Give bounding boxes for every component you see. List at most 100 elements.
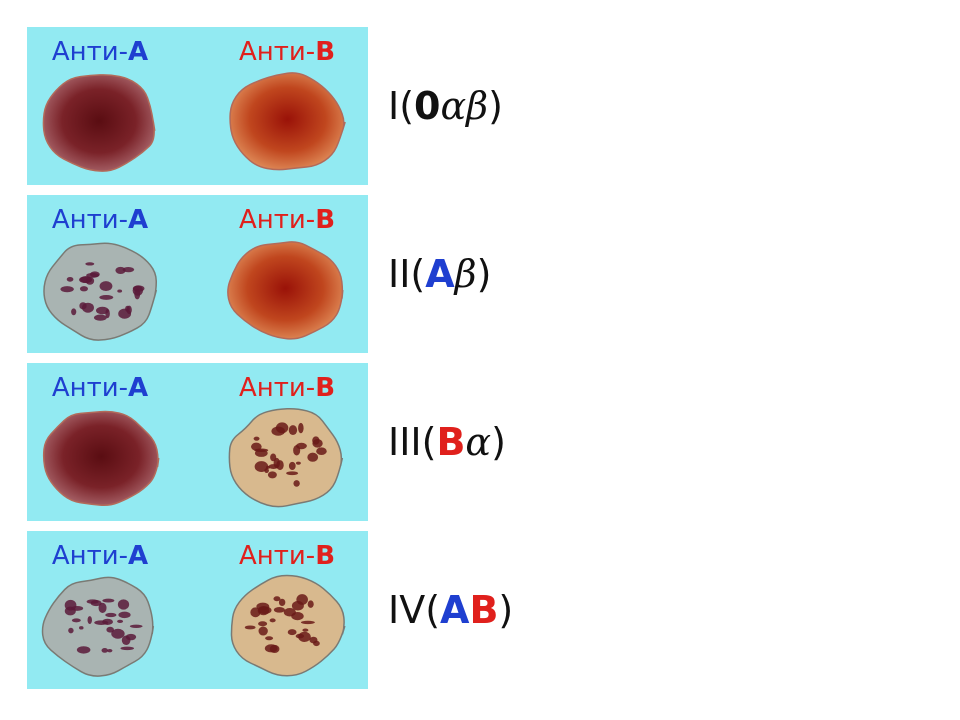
- agglutinate: [278, 598, 286, 607]
- agglutinate: [298, 631, 311, 642]
- agglutinate: [129, 624, 143, 628]
- reagent-label: Анти-A: [52, 373, 148, 403]
- group-part: ): [488, 84, 503, 128]
- group-part: A: [440, 588, 470, 632]
- agglutinate: [302, 628, 309, 632]
- group-part: α: [441, 84, 467, 128]
- agglutinate: [300, 620, 315, 625]
- blood-group: III(Bα): [388, 420, 506, 464]
- reagent-label: Анти-A: [52, 37, 148, 67]
- agglutinate: [99, 295, 114, 300]
- reagent-letter: B: [315, 373, 335, 403]
- agglutinate: [66, 276, 74, 282]
- reagent-label: Анти-B: [239, 373, 335, 403]
- group-part: III: [388, 420, 422, 464]
- agglutinate: [86, 272, 100, 278]
- agglutinate: [87, 616, 92, 625]
- agglutinate: [71, 618, 81, 623]
- row: Анти-A Анти-BIV(AB): [27, 531, 513, 689]
- agglutinate: [286, 471, 299, 476]
- group-part: (: [410, 252, 425, 296]
- agglutinate: [273, 607, 285, 613]
- agglutinate: [293, 480, 300, 487]
- agglutinate: [85, 262, 95, 266]
- agglutinate: [265, 636, 274, 641]
- reagent-letter: A: [128, 37, 148, 67]
- agglutinate: [98, 602, 107, 613]
- group-part: (: [425, 588, 440, 632]
- group-part: IV: [388, 588, 425, 632]
- agglutinate: [258, 626, 268, 636]
- blood-drop: [42, 410, 160, 507]
- agglutinate: [117, 619, 124, 624]
- blood-group: II(Aβ): [388, 252, 491, 296]
- agglutinate: [267, 471, 277, 479]
- group-part: β: [453, 252, 477, 296]
- reagent-label: Анти-A: [52, 541, 148, 571]
- reagent-prefix: Анти-: [52, 373, 128, 403]
- agglutinate: [82, 302, 94, 313]
- blood-drop: [228, 407, 344, 508]
- reagent-letter: B: [315, 541, 335, 571]
- agglutinate: [268, 464, 279, 470]
- agglutinate: [283, 608, 296, 617]
- agglutinate: [120, 646, 135, 651]
- agglutinate: [276, 460, 284, 471]
- agglutinate: [307, 452, 319, 462]
- agglutinate: [253, 436, 260, 441]
- agglutinate: [111, 628, 125, 639]
- agglutinate: [256, 602, 270, 611]
- group-part: A: [425, 252, 455, 296]
- agglutinate: [269, 618, 276, 623]
- group-part: ): [498, 588, 513, 632]
- agglutinate: [99, 281, 113, 292]
- agglutinate: [316, 447, 327, 456]
- agglutinate: [273, 596, 281, 602]
- blood-group: I(0αβ): [388, 84, 503, 128]
- agglutinate: [101, 648, 108, 653]
- group-part: ): [491, 420, 506, 464]
- agglutinate: [122, 267, 135, 273]
- group-part: ): [477, 252, 492, 296]
- reagent-prefix: Анти-: [52, 541, 128, 571]
- group-part: (: [399, 84, 414, 128]
- blood-group: IV(AB): [388, 588, 513, 632]
- agglutinate: [117, 599, 130, 610]
- agglutinate: [94, 620, 109, 625]
- reagent-letter: B: [315, 205, 335, 235]
- agglutinate: [264, 644, 278, 653]
- agglutinate: [93, 314, 107, 321]
- reagent-prefix: Анти-: [52, 205, 128, 235]
- agglutinate: [68, 627, 74, 634]
- group-part: α: [465, 420, 491, 464]
- agglutinate: [125, 633, 137, 641]
- agglutinate: [95, 306, 109, 315]
- agglutinate: [117, 289, 123, 293]
- agglutinate: [64, 599, 77, 611]
- agglutinate: [102, 598, 115, 603]
- group-part: 0: [414, 84, 440, 128]
- blood-drop: [230, 574, 346, 677]
- group-part: B: [469, 588, 498, 632]
- agglutinate: [298, 422, 304, 434]
- blood-drop: [227, 241, 344, 340]
- agglutinate: [307, 600, 314, 608]
- reagent-label: Анти-A: [52, 205, 148, 235]
- agglutinate: [295, 461, 301, 465]
- agglutinate: [288, 461, 296, 471]
- reagent-label: Анти-B: [239, 37, 335, 67]
- reagent-letter: A: [128, 541, 148, 571]
- row: Анти-A Анти-BI(0αβ): [27, 27, 503, 185]
- agglutinate: [106, 626, 114, 633]
- group-part: (: [422, 420, 437, 464]
- reagent-letter: A: [128, 373, 148, 403]
- reagent-letter: A: [128, 205, 148, 235]
- reagent-prefix: Анти-: [239, 373, 315, 403]
- group-part: II: [388, 252, 410, 296]
- agglutinate: [79, 286, 88, 292]
- reagent-prefix: Анти-: [239, 37, 315, 67]
- row: Анти-A Анти-BII(Aβ): [27, 195, 491, 353]
- agglutinate: [76, 646, 91, 654]
- reagent-label: Анти-B: [239, 541, 335, 571]
